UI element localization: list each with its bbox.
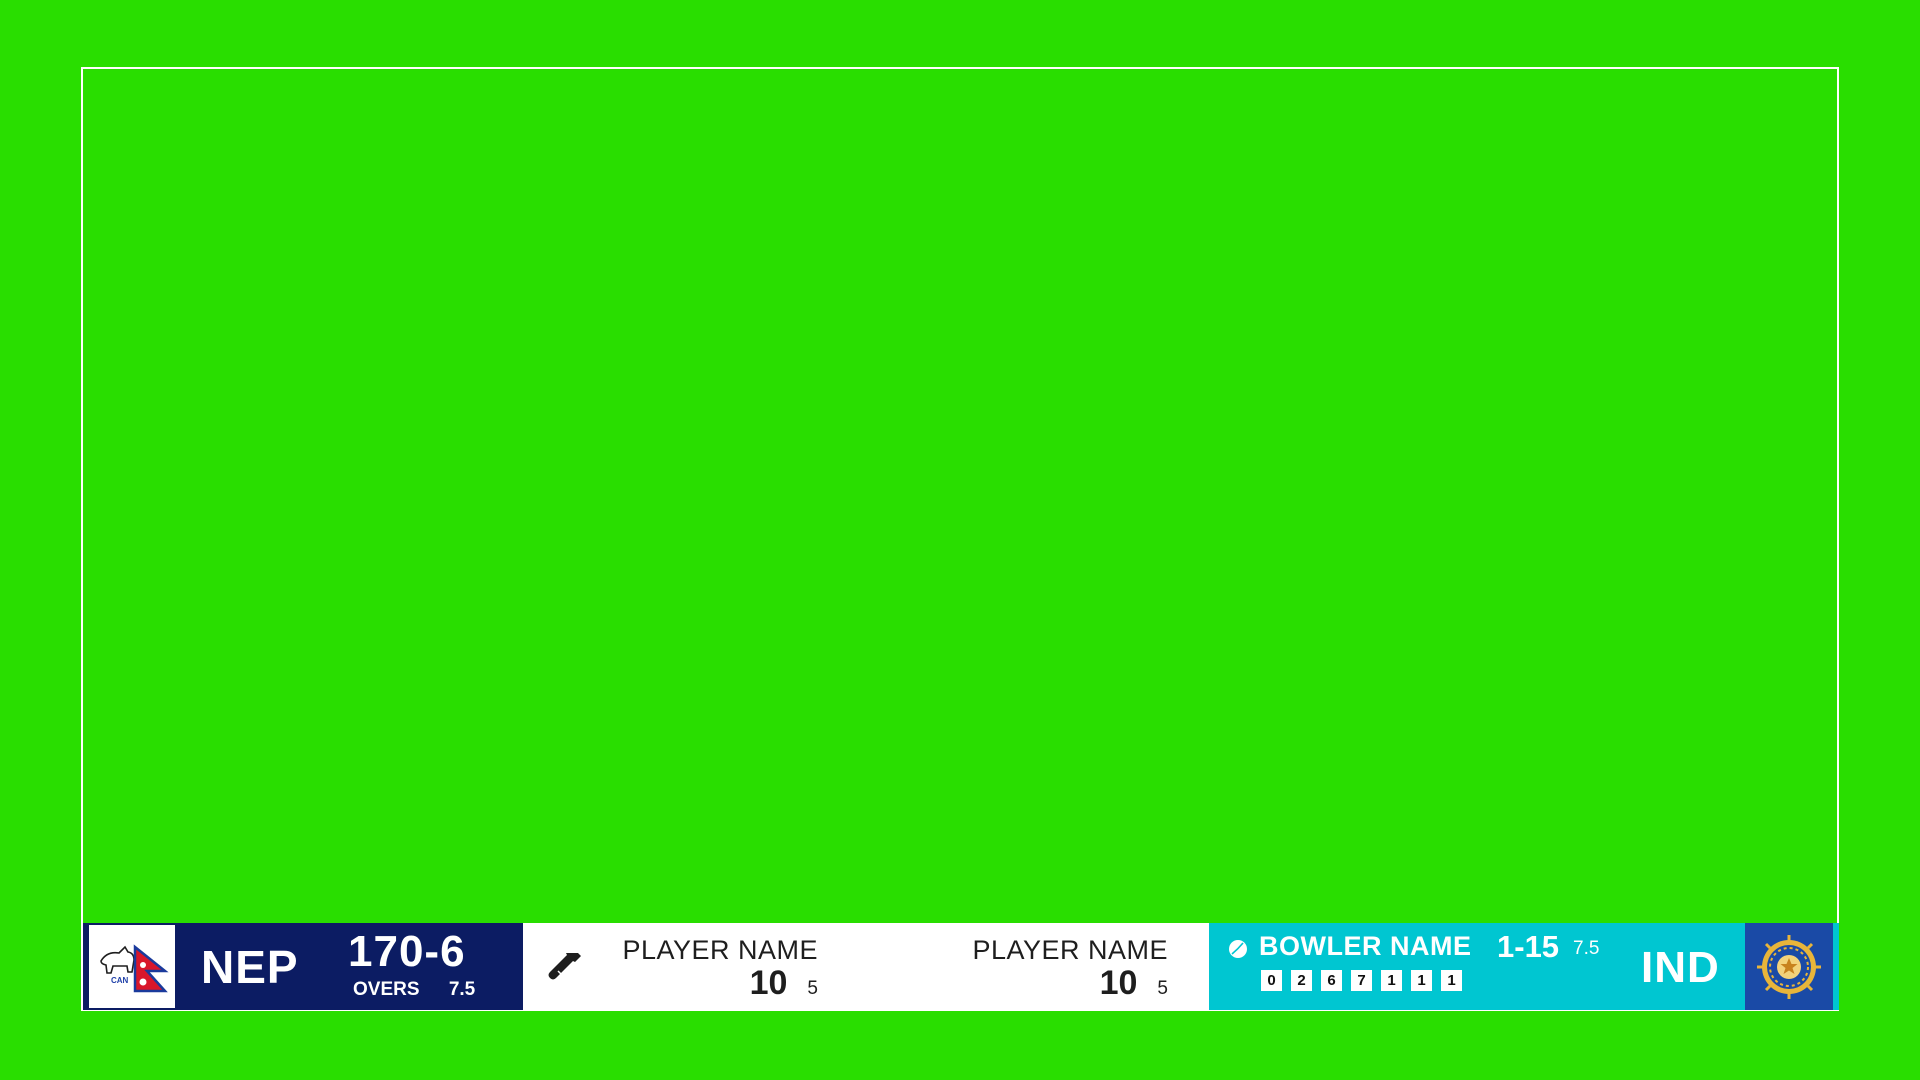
ball-result: 1 bbox=[1441, 970, 1462, 991]
bcci-emblem-icon bbox=[1745, 923, 1833, 1010]
score-block: 170-6 OVERS 7.5 bbox=[348, 927, 508, 1001]
nepal-flag-icon: CAN bbox=[89, 925, 175, 1008]
edge-strip bbox=[1833, 923, 1839, 1010]
ball-result: 2 bbox=[1291, 970, 1312, 991]
bowling-team-code: IND bbox=[1641, 943, 1720, 992]
overs-label: OVERS bbox=[353, 979, 420, 1000]
batter-striker: PLAYER NAME 10 5 bbox=[613, 935, 818, 1003]
ball-result: 0 bbox=[1261, 970, 1282, 991]
overs-row: OVERS 7.5 bbox=[348, 979, 508, 1001]
overs-value: 7.5 bbox=[448, 979, 476, 1000]
ball-result: 7 bbox=[1351, 970, 1372, 991]
batters-panel: PLAYER NAME 10 5 PLAYER NAME 10 5 bbox=[523, 923, 1209, 1010]
batter-balls: 5 bbox=[1157, 978, 1168, 999]
batting-team-panel: CAN NEP 170-6 OVERS 7.5 bbox=[83, 923, 523, 1010]
ball-result: 1 bbox=[1411, 970, 1432, 991]
batter-balls: 5 bbox=[807, 978, 818, 999]
batter-name: PLAYER NAME bbox=[972, 935, 1168, 965]
scorebar: CAN NEP 170-6 OVERS 7.5 PLAYER NAME 10 5 bbox=[83, 923, 1839, 1010]
batter-runs: 10 bbox=[1099, 964, 1138, 1002]
batter-name: PLAYER NAME bbox=[622, 935, 818, 965]
batter-non-striker: PLAYER NAME 10 5 bbox=[963, 935, 1168, 1003]
this-over-balls: 0 2 6 7 1 1 1 bbox=[1261, 970, 1462, 991]
batter-runs: 10 bbox=[749, 964, 788, 1002]
broadcast-safe-frame bbox=[81, 67, 1839, 1011]
batter-stats: 10 5 bbox=[963, 964, 1168, 1003]
batter-stats: 10 5 bbox=[613, 964, 818, 1003]
bowler-overs: 7.5 bbox=[1573, 938, 1600, 959]
bowler-panel: BOWLER NAME 1-15 7.5 0 2 6 7 1 1 1 IND bbox=[1209, 923, 1839, 1010]
logo-text: CAN bbox=[111, 976, 129, 985]
cricket-bat-icon bbox=[548, 953, 581, 980]
cricket-ball-icon bbox=[1229, 940, 1247, 958]
team-score: 170-6 bbox=[348, 927, 466, 976]
ball-result: 6 bbox=[1321, 970, 1342, 991]
bowler-name: BOWLER NAME bbox=[1259, 931, 1472, 961]
batting-team-code: NEP bbox=[201, 940, 299, 993]
bowler-figures: 1-15 bbox=[1497, 929, 1560, 964]
ball-result: 1 bbox=[1381, 970, 1402, 991]
